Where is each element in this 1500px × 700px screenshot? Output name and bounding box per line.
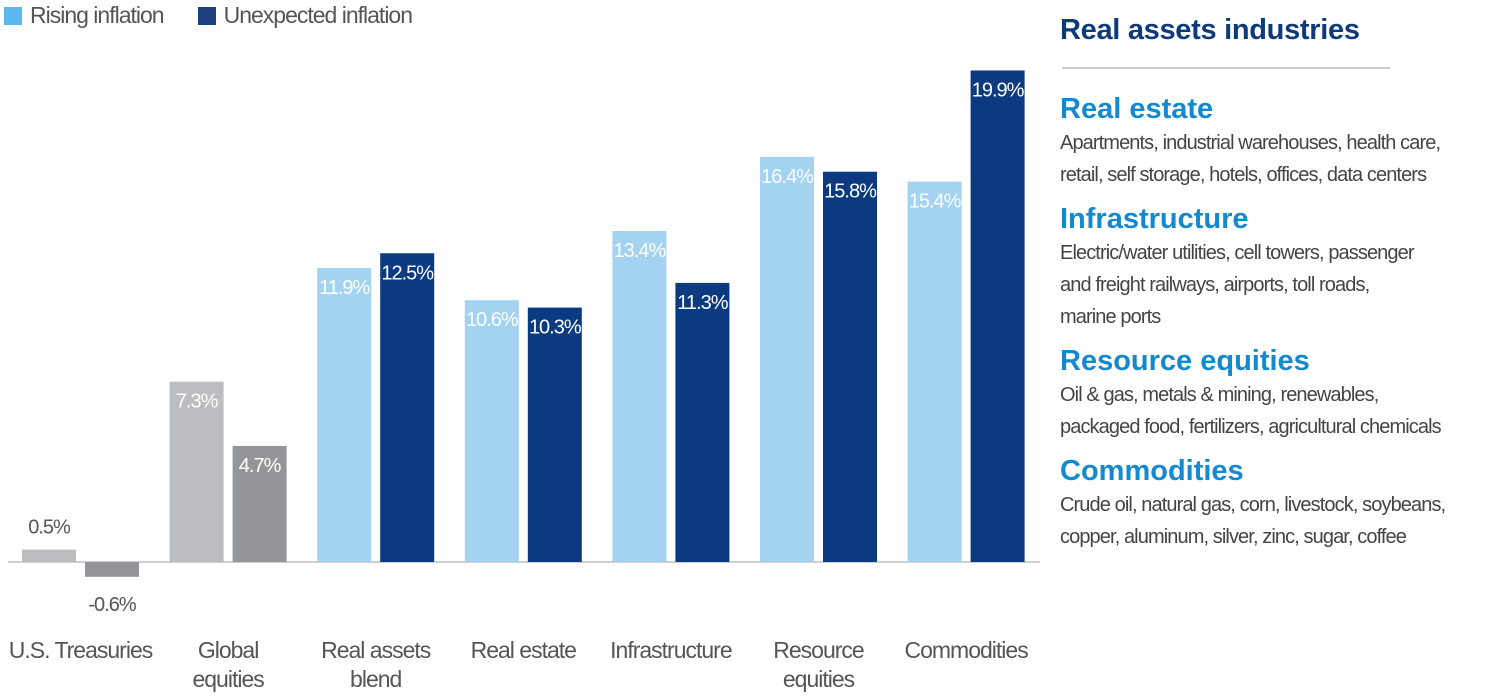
section-heading: Infrastructure [1060,203,1249,235]
data-label: 7.3% [176,391,219,413]
panel-title: Real assets industries [1060,14,1360,46]
legend-label: Unexpected inflation [223,2,413,28]
category-label: Real estate [471,637,577,663]
section-description: Apartments, industrial warehouses, healt… [1060,127,1500,191]
industries-panel: Real assets industries Real estate Apartm… [1060,14,1500,563]
section-heading: Commodities [1060,455,1244,487]
description-line: Crude oil, natural gas, corn, livestock,… [1060,494,1446,516]
data-label: 11.3% [677,292,728,314]
category-label: equities [783,666,855,692]
data-label: 15.8% [824,181,877,203]
bar-rising-inflation [22,549,76,562]
category-label: blend [350,666,401,692]
data-label: -0.6% [88,594,136,616]
divider [1062,67,1390,69]
legend-item-unexpected: Unexpected inflation [197,2,413,29]
bar-rising-inflation [317,268,372,562]
bar-unexpected-inflation [232,445,287,562]
description-line: Electric/water utilities, cell towers, p… [1060,242,1415,264]
data-label: 12.5% [381,262,434,284]
bar-unexpected-inflation [527,307,582,562]
bar-rising-inflation [612,231,667,562]
section-heading: Real estate [1060,93,1214,125]
category-label: Real assets [321,637,431,663]
description-line: Oil & gas, metals & mining, renewables, [1060,384,1379,406]
description-line: and freight railways, airports, toll roa… [1060,274,1370,296]
data-label: 10.6% [466,309,519,331]
category-label: Infrastructure [610,637,732,663]
category-label: equities [192,666,264,692]
legend-item-rising: Rising inflation [4,2,165,29]
bar-rising-inflation [760,156,814,563]
description-line: copper, aluminum, silver, zinc, sugar, c… [1060,526,1407,548]
section-heading: Resource equities [1060,345,1310,377]
chart-legend: Rising inflation Unexpected inflation [4,2,413,29]
description-line: Apartments, industrial warehouses, healt… [1060,132,1441,154]
bar-chart: 0.5% -0.6% U.S. Treasuries 7.3% 4.7% Global eq… [8,70,1040,692]
bar-unexpected-inflation [675,282,730,562]
data-label: 4.7% [239,455,282,477]
section-description: Electric/water utilities, cell towers, p… [1060,237,1500,333]
category-label: Global [198,637,258,663]
data-label: 19.9% [972,79,1025,101]
description-line: marine ports [1060,306,1161,328]
bar-unexpected-inflation [823,171,877,563]
bar-rising-inflation [907,181,962,562]
bar-unexpected-inflation [970,70,1025,562]
category-label: U.S. Treasuries [9,637,153,663]
category-label: Resource [773,637,864,663]
description-line: packaged food, fertilizers, agricultural… [1060,416,1442,438]
bar-rising-inflation [464,300,519,562]
description-line: retail, self storage, hotels, offices, d… [1060,164,1427,186]
data-label: 16.4% [761,166,814,188]
data-label: 13.4% [614,240,667,262]
category-label: Commodities [904,637,1028,663]
section-description: Crude oil, natural gas, corn, livestock,… [1060,489,1500,553]
data-label: 0.5% [28,517,71,539]
legend-swatch-rising [4,6,22,25]
legend-swatch-unexpected [197,6,216,25]
bar-rising-inflation [169,381,224,562]
data-label: 15.4% [909,191,962,213]
bar-unexpected-inflation [380,253,435,562]
section-description: Oil & gas, metals & mining, renewables, p… [1060,379,1500,443]
bar-unexpected-inflation [85,562,139,577]
data-label: 10.3% [529,317,582,339]
data-label: 11.9% [319,277,370,299]
legend-label: Rising inflation [30,2,165,28]
industry-sections: Real estate Apartments, industrial wareho… [1060,91,1500,553]
